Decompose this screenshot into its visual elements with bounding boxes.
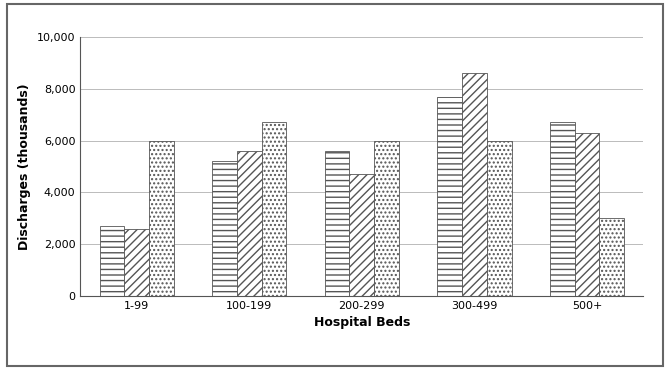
Bar xyxy=(261,122,286,296)
Bar xyxy=(599,218,624,296)
Y-axis label: Discharges (thousands): Discharges (thousands) xyxy=(19,83,31,250)
Bar xyxy=(374,141,399,296)
Bar xyxy=(486,141,511,296)
Bar xyxy=(462,73,486,296)
Bar xyxy=(125,229,149,296)
Bar xyxy=(237,151,261,296)
Bar xyxy=(575,133,599,296)
Bar xyxy=(212,161,237,296)
Bar xyxy=(149,141,174,296)
X-axis label: Hospital Beds: Hospital Beds xyxy=(314,316,410,329)
Bar xyxy=(438,97,462,296)
Bar xyxy=(350,174,374,296)
Bar xyxy=(550,122,575,296)
Bar xyxy=(100,226,125,296)
Bar xyxy=(325,151,350,296)
